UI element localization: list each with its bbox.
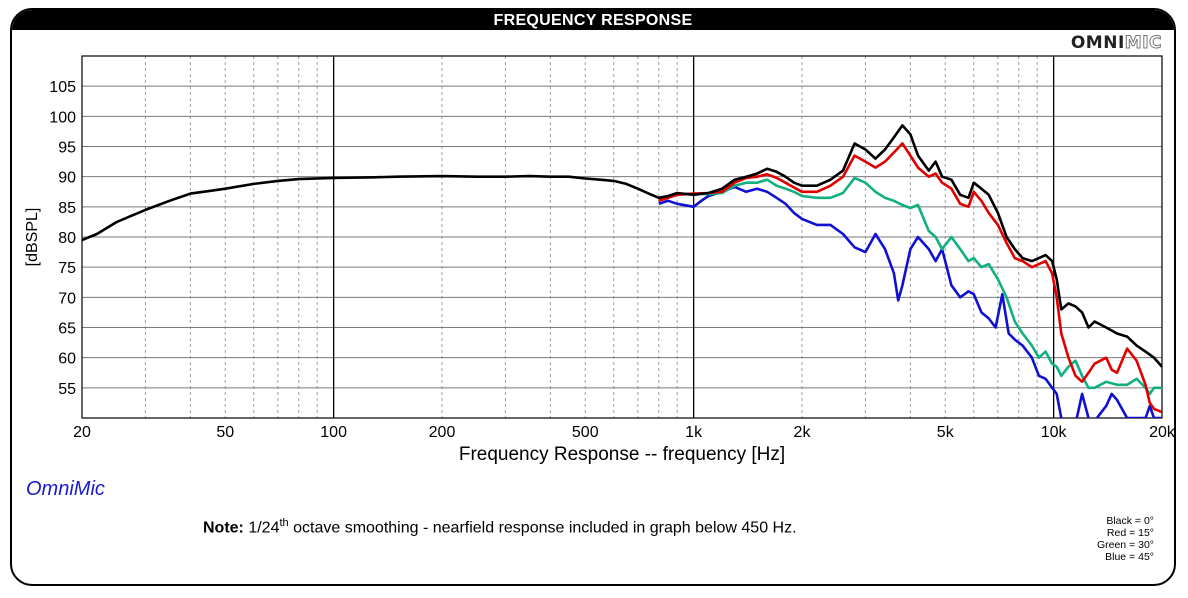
y-axis-label: [dBSPL]: [24, 208, 41, 267]
y-tick-label: 90: [58, 170, 76, 187]
y-tick-label: 80: [58, 230, 76, 247]
series-line-black-0deg: [82, 124, 1162, 368]
x-tick-label: 100: [320, 424, 347, 441]
x-tick-label: 2k: [794, 424, 812, 441]
smoothing-note: Note: 1/24th octave smoothing - nearfiel…: [203, 517, 797, 537]
legend-entry-blue: Blue = 45°: [1105, 551, 1154, 563]
series-line-blue-45deg: [658, 185, 1162, 418]
y-tick-label: 60: [58, 351, 76, 368]
app-label: OmniMic: [26, 478, 105, 500]
brand-logo: OMNIMIC: [1070, 33, 1162, 54]
y-tick-label: 85: [58, 200, 76, 217]
plot-border: [81, 55, 1163, 419]
x-tick-label: 5k: [937, 424, 955, 441]
x-tick-label: 50: [216, 424, 234, 441]
y-tick-label: 100: [49, 109, 76, 126]
note-superscript: th: [279, 517, 289, 529]
legend: Black = 0° Red = 15° Green = 30° Blue = …: [1097, 515, 1154, 563]
x-tick-label: 20: [73, 424, 91, 441]
x-tick-label: 10k: [1041, 424, 1068, 441]
y-tick-label: 65: [58, 321, 76, 338]
note-bold-label: Note:: [203, 519, 244, 537]
x-tick-label: 500: [572, 424, 599, 441]
chart-title: FREQUENCY RESPONSE: [12, 10, 1174, 30]
y-tick-label: 75: [58, 260, 76, 277]
brand-logo-outline: MIC: [1124, 33, 1162, 54]
y-tick-label: 105: [49, 79, 76, 96]
legend-entry-red: Red = 15°: [1106, 527, 1154, 539]
series-line-red-15deg: [658, 142, 1162, 414]
brand-logo-bold: OMNI: [1070, 33, 1125, 53]
y-tick-label: 95: [58, 140, 76, 157]
x-tick-label: 1k: [685, 424, 703, 441]
note-text-pre: 1/24: [243, 519, 280, 537]
x-tick-label: 20k: [1149, 424, 1176, 441]
x-tick-label: 200: [429, 424, 456, 441]
series-line-green-30deg: [658, 176, 1162, 396]
y-tick-label: 70: [58, 290, 76, 307]
note-text-post: octave smoothing - nearfield response in…: [288, 519, 797, 537]
x-axis-label: Frequency Response -- frequency [Hz]: [459, 444, 785, 465]
legend-entry-green: Green = 30°: [1096, 539, 1154, 551]
y-tick-label: 55: [58, 381, 76, 398]
legend-entry-black: Black = 0°: [1106, 515, 1154, 527]
